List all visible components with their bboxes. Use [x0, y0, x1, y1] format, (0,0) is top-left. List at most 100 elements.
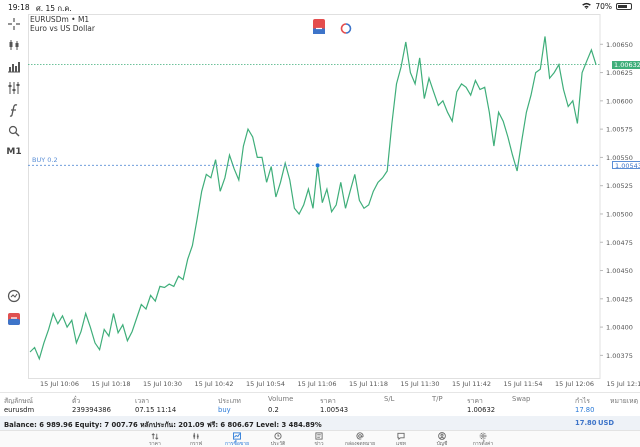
y-tick-label: 1.00550 — [606, 154, 633, 162]
y-tick-label: 1.00425 — [606, 295, 633, 303]
status-right: 70% — [582, 2, 632, 11]
x-tick-label: 15 Jul 10:06 — [40, 380, 79, 388]
tab-account[interactable]: บัญชี — [422, 431, 462, 447]
column-header[interactable]: หมายเหตุ — [610, 397, 638, 405]
x-tick-label: 15 Jul 10:54 — [246, 380, 285, 388]
account-currency: USD — [598, 419, 615, 427]
total-profit: 17.80 — [575, 419, 597, 427]
y-tick-label: 1.00575 — [606, 126, 633, 134]
y-tick-label: 1.00600 — [606, 97, 633, 105]
x-tick-label: 15 Jul 12:06 — [555, 380, 594, 388]
plot-frame — [28, 14, 601, 379]
tab-quotes[interactable]: ราคา — [135, 431, 175, 447]
tab-history[interactable]: ประวัติ — [258, 431, 298, 447]
mailbox-icon — [356, 432, 364, 440]
x-axis: 15 Jul 10:06 15 Jul 10:18 15 Jul 10:30 15 J… — [28, 380, 640, 390]
one-click-trading-icon[interactable] — [5, 311, 23, 327]
table-cell: buy — [218, 406, 231, 414]
quotes-icon — [151, 433, 159, 440]
price-chart[interactable]: 1.00650 1.00625 1.00600 1.00575 1.00550 1.005… — [28, 14, 640, 390]
tab-trade[interactable]: การซื้อขาย — [217, 431, 257, 447]
table-cell: 1.00543 — [320, 406, 349, 414]
tab-label: การซื้อขาย — [224, 441, 250, 447]
x-tick-label: 15 Jul 11:06 — [297, 380, 337, 388]
x-tick-label: 15 Jul 11:42 — [452, 380, 491, 388]
order-label[interactable]: BUY 0.2 — [32, 156, 58, 165]
y-tick-label: 1.00625 — [606, 69, 633, 77]
tab-chat[interactable]: แชท — [381, 431, 421, 447]
objects-icon[interactable] — [5, 58, 23, 74]
tab-news[interactable]: ข่าว — [299, 431, 339, 447]
table-cell: eurusdm — [4, 406, 35, 414]
sell-button-icon[interactable] — [313, 19, 325, 34]
wifi-icon — [582, 2, 592, 11]
zoom-icon[interactable] — [5, 288, 23, 304]
balance-summary: Balance: 6 989.96 Equity: 7 007.76 หลักป… — [4, 421, 322, 429]
order-entry-marker — [315, 163, 320, 168]
status-time: 19:18 — [8, 3, 30, 12]
status-date: ศ. 15 ก.ค. — [36, 4, 72, 13]
table-cell: 17.80 — [575, 406, 595, 414]
y-tick-label: 1.00475 — [606, 239, 633, 247]
table-cell: 0.2 — [268, 406, 279, 414]
table-cell: 239394386 — [72, 406, 111, 414]
symbol-title: EURUSDm • M1 — [30, 15, 90, 24]
crosshair-icon[interactable] — [5, 16, 23, 32]
chart-type-icon[interactable] — [5, 37, 23, 53]
position-row[interactable]: eurusdm 239394386 07.15 11:14 buy 0.2 1.00543… — [0, 404, 640, 416]
battery-icon — [616, 3, 632, 10]
tab-chart[interactable]: กราฟ — [176, 431, 216, 447]
x-tick-label: 15 Jul 11:30 — [400, 380, 440, 388]
search-objects-icon[interactable] — [5, 123, 23, 139]
x-tick-label: 15 Jul 10:30 — [143, 380, 182, 388]
settings-icon — [479, 432, 487, 440]
x-tick-label: 15 Jul 10:42 — [194, 380, 234, 388]
column-header[interactable]: ประเภท — [218, 397, 241, 405]
tab-mailbox[interactable]: กล่องจดหมาย — [340, 431, 380, 447]
column-header[interactable]: Swap — [512, 395, 531, 403]
x-tick-label: 15 Jul 11:18 — [349, 380, 388, 388]
symbol-description: Euro vs US Dollar — [30, 24, 95, 33]
y-tick-label: 1.00500 — [606, 210, 633, 218]
x-tick-label: 15 Jul 10:18 — [91, 380, 131, 388]
balance-row: Balance: 6 989.96 Equity: 7 007.76 หลักป… — [0, 416, 640, 430]
indicators-icon[interactable] — [5, 80, 23, 96]
chart-icon — [193, 432, 199, 440]
column-header[interactable]: T/P — [432, 395, 443, 403]
status-bar: 19:18 ศ. 15 ก.ค. 70% — [0, 0, 640, 14]
history-icon — [274, 432, 282, 440]
table-cell: 1.00632 — [467, 406, 496, 414]
chat-icon — [397, 432, 405, 440]
tab-label: กล่องจดหมาย — [344, 441, 376, 447]
order-price-tag: 1.00543 — [612, 161, 640, 170]
news-icon — [315, 432, 323, 440]
column-header[interactable]: ตั๋ว — [72, 397, 81, 405]
column-header[interactable]: ราคา — [320, 397, 336, 405]
column-header[interactable]: สัญลักษณ์ — [4, 397, 34, 405]
y-tick-label: 1.00525 — [606, 182, 633, 190]
trade-icon — [233, 432, 241, 440]
account-icon — [438, 432, 446, 440]
bottom-tab-bar: ราคา กราฟ การซื้อขาย ประวัติ ข่าว กล่องจดหมาย… — [0, 430, 640, 447]
y-tick-label: 1.00650 — [606, 41, 633, 49]
tab-label: ข่าว — [314, 441, 324, 447]
function-icon[interactable] — [5, 102, 23, 118]
current-price-tag: 1.00632 — [612, 60, 640, 69]
price-chart-svg[interactable]: 1.006501.006251.006001.005751.005501.005… — [28, 14, 640, 390]
column-header[interactable]: S/L — [384, 395, 395, 403]
y-tick-label: 1.00375 — [606, 352, 633, 360]
column-header[interactable]: เวลา — [135, 397, 150, 405]
tab-label: บัญชี — [436, 441, 448, 447]
tab-label: ประวัติ — [270, 441, 286, 447]
y-tick-label: 1.00450 — [606, 267, 633, 275]
column-header[interactable]: กำไร — [575, 397, 591, 405]
depth-of-market-icon[interactable] — [340, 19, 352, 34]
timeframe-button[interactable]: M1 — [6, 147, 22, 157]
table-cell: 07.15 11:14 — [135, 406, 177, 414]
tab-settings[interactable]: การตั้งค่า — [463, 431, 503, 447]
tab-label: แชท — [396, 441, 406, 447]
tab-label: ราคา — [149, 441, 161, 447]
column-header[interactable]: ราคา — [467, 397, 483, 405]
tab-label: กราฟ — [189, 441, 203, 447]
column-header[interactable]: Volume — [268, 395, 294, 403]
